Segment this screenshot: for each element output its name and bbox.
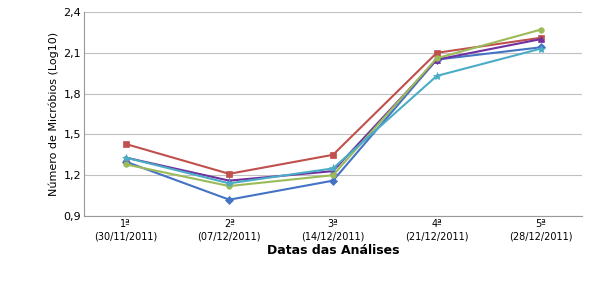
4% (star) [537,47,544,50]
Line: 0% (diamond): 0% (diamond) [123,45,543,202]
0% (diamond) [122,160,129,164]
Line: 1% (triangle): 1% (triangle) [123,36,543,183]
Line: 4% (star): 4% (star) [121,45,545,187]
0.5% (square) [226,172,233,175]
0.5% (square) [329,153,337,157]
0% (diamond) [329,179,337,182]
4% (star) [122,156,129,159]
Line: 2% (circle): 2% (circle) [123,27,543,189]
2% (circle) [433,56,440,60]
4% (star) [433,74,440,78]
1% (triangle) [433,58,440,61]
Line: 0.5% (square): 0.5% (square) [123,35,543,177]
0.5% (square) [122,142,129,146]
0% (diamond) [226,198,233,202]
2% (circle) [122,163,129,166]
1% (triangle) [122,156,129,159]
2% (circle) [537,28,544,31]
4% (star) [226,182,233,185]
1% (triangle) [537,38,544,41]
0% (diamond) [433,58,440,61]
1% (triangle) [226,179,233,182]
1% (triangle) [329,169,337,173]
0% (diamond) [537,46,544,49]
0.5% (square) [537,36,544,40]
2% (circle) [329,173,337,177]
X-axis label: Datas das Análises: Datas das Análises [267,244,399,257]
4% (star) [329,167,337,170]
2% (circle) [226,184,233,188]
0.5% (square) [433,51,440,55]
Y-axis label: Número de Micróbios (Log10): Número de Micróbios (Log10) [49,32,59,196]
